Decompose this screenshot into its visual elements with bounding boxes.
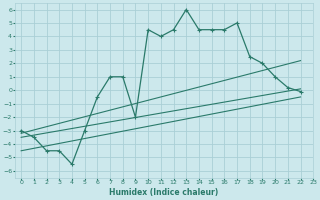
X-axis label: Humidex (Indice chaleur): Humidex (Indice chaleur) (109, 188, 219, 197)
